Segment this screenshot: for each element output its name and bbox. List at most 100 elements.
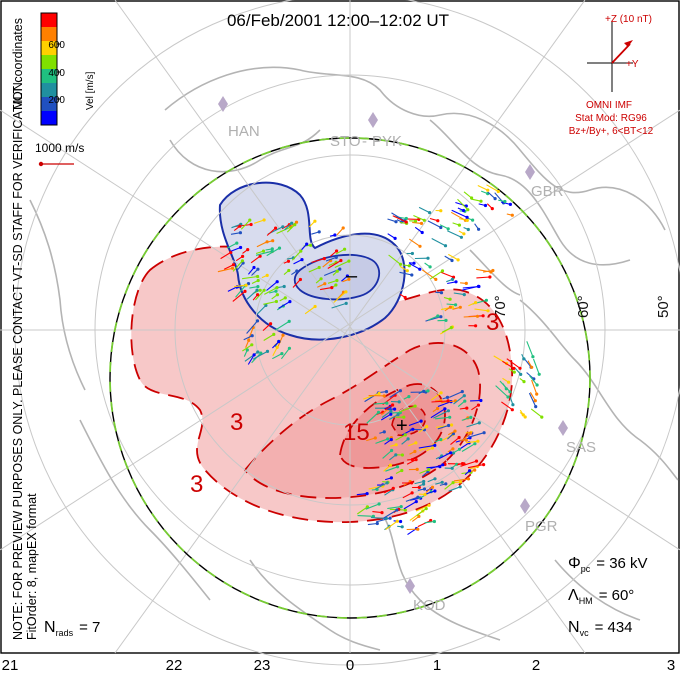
velocity-vector <box>286 224 296 233</box>
vector-origin <box>458 480 462 484</box>
vector-origin <box>395 519 399 523</box>
velocity-vector <box>235 285 246 298</box>
vector-origin <box>482 431 486 435</box>
vector-origin <box>283 296 287 300</box>
vector-origin <box>453 429 457 433</box>
vector-origin <box>461 208 466 213</box>
colorbar-segment <box>41 97 57 112</box>
vector-origin <box>429 518 433 523</box>
velocity-vector <box>255 289 265 301</box>
velocity-vector <box>448 391 463 398</box>
colorbar-segment <box>41 69 57 84</box>
station-label: KOD <box>413 597 446 614</box>
vector-origin <box>243 289 247 293</box>
vector-origin <box>506 395 510 399</box>
vector-origin <box>376 410 381 414</box>
vector-origin <box>486 188 490 192</box>
vector-origin <box>484 298 488 302</box>
vector-origin <box>510 408 514 412</box>
velocity-vector <box>380 413 392 421</box>
vector-origin <box>426 389 430 393</box>
velocity-vector <box>415 504 430 512</box>
vector-origin <box>440 480 444 484</box>
vector-origin <box>244 283 248 287</box>
velocity-vector <box>254 219 265 224</box>
velocity-vector <box>532 358 540 375</box>
vector-origin <box>414 441 418 445</box>
vector-origin <box>474 301 478 305</box>
vector-origin <box>464 281 468 285</box>
station-label: PYK <box>372 133 402 150</box>
velocity-vector <box>395 434 406 441</box>
velocity-vector <box>529 375 538 386</box>
station-label: PGR <box>525 518 558 535</box>
vector-origin <box>238 231 242 235</box>
vector-origin <box>410 481 414 485</box>
vector-origin <box>418 244 422 248</box>
coordinates-label: MLT coordinates <box>11 18 25 110</box>
vector-origin <box>335 269 339 273</box>
vector-origin <box>417 514 421 519</box>
velocity-vector <box>274 320 290 331</box>
vector-origin <box>334 283 338 287</box>
vector-origin <box>468 431 472 435</box>
vector-origin <box>298 277 302 282</box>
vector-origin <box>334 255 338 259</box>
vector-origin <box>473 442 477 446</box>
vector-origin <box>479 199 483 203</box>
vector-origin <box>403 508 407 512</box>
vector-origin <box>428 211 432 215</box>
radar-station-markers <box>218 96 568 594</box>
vector-origin <box>436 406 440 411</box>
vector-origin <box>397 400 401 404</box>
vector-origin <box>373 436 377 440</box>
velocity-vector <box>451 209 468 218</box>
vector-origin <box>443 407 447 411</box>
velocity-vector <box>463 191 472 199</box>
colorbar-segment <box>41 111 57 126</box>
vector-origin <box>300 258 304 262</box>
velocity-vector <box>266 227 276 236</box>
velocity-vector <box>363 392 380 400</box>
contour-label: 15 <box>343 419 370 446</box>
vector-origin <box>519 372 523 376</box>
vector-origin <box>457 447 461 451</box>
velocity-vector <box>392 215 407 223</box>
velocity-vector <box>438 452 451 460</box>
vector-origin <box>469 415 473 419</box>
velocity-vector <box>365 503 380 510</box>
vector-origin <box>490 207 494 211</box>
velocity-vector <box>232 260 243 272</box>
vector-origin <box>262 288 266 292</box>
vector-origin <box>449 326 453 330</box>
velocity-vector <box>311 258 325 263</box>
longitude-grid <box>0 0 680 654</box>
vector-origin <box>413 404 417 408</box>
velocity-vector <box>403 501 417 510</box>
velocity-vector <box>385 466 398 472</box>
vector-origin <box>305 242 309 246</box>
vector-origin <box>432 519 436 524</box>
station-marker <box>405 578 415 594</box>
contour-label: 3 <box>190 471 203 498</box>
vector-origin <box>466 208 470 212</box>
vector-origin <box>377 502 381 506</box>
vector-origin <box>471 218 475 222</box>
vector-origin <box>375 521 379 526</box>
vector-origin <box>508 202 512 206</box>
velocity-vector <box>325 256 337 262</box>
vector-origin <box>415 467 419 471</box>
vector-origin <box>344 301 348 305</box>
vector-origin <box>265 349 270 353</box>
vector-origin <box>434 277 438 281</box>
vector-origin <box>389 412 393 416</box>
velocity-vector <box>278 301 291 309</box>
velocity-vector <box>390 412 401 414</box>
vector-origin <box>462 394 466 398</box>
hm-latitude: ΛHM = 60° <box>568 587 634 606</box>
velocity-vector <box>425 490 436 495</box>
vector-origin <box>488 275 492 279</box>
vector-origin <box>280 352 284 356</box>
velocity-vector <box>429 270 443 280</box>
station-labels: HAN STO PYK GBR SAS PGR KOD <box>228 123 596 614</box>
